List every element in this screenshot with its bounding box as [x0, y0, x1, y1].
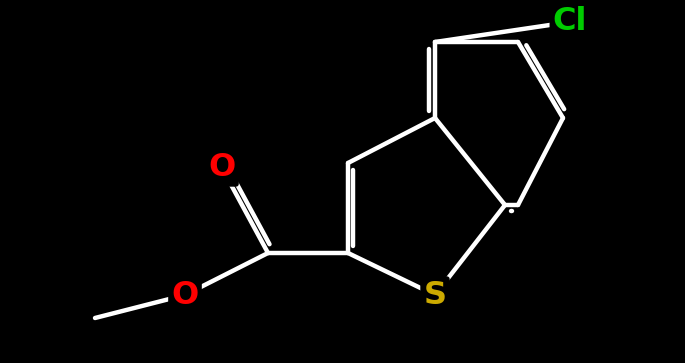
Text: S: S	[423, 280, 447, 310]
Text: O: O	[171, 280, 199, 310]
Text: Cl: Cl	[553, 7, 587, 37]
Text: O: O	[208, 152, 236, 184]
